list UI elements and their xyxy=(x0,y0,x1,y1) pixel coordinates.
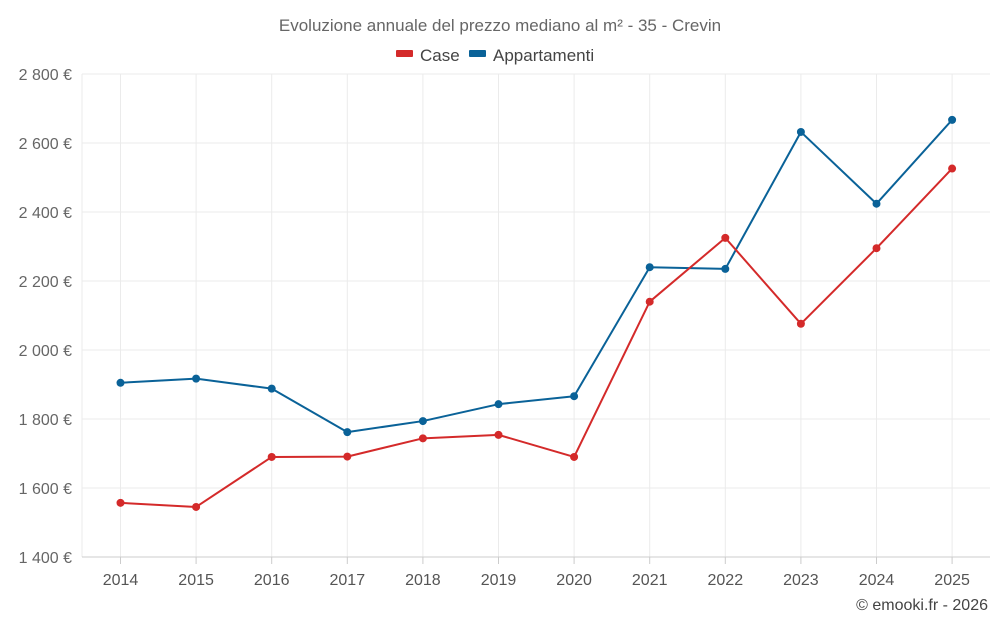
legend-swatch xyxy=(396,50,413,57)
credit-text: © emooki.fr - 2026 xyxy=(856,597,988,614)
x-tick-label: 2020 xyxy=(556,572,592,589)
data-point xyxy=(418,434,427,443)
x-tick-label: 2019 xyxy=(481,572,517,589)
y-tick-label: 2 400 € xyxy=(19,205,72,222)
data-point xyxy=(116,378,125,387)
data-point xyxy=(872,199,881,208)
y-tick-label: 2 200 € xyxy=(19,274,72,291)
legend-swatch xyxy=(469,50,486,57)
data-point xyxy=(645,297,654,306)
x-tick-label: 2015 xyxy=(178,572,214,589)
data-point xyxy=(721,264,730,273)
data-point xyxy=(192,502,201,511)
series-line xyxy=(120,167,953,508)
data-point xyxy=(721,233,730,242)
y-tick-label: 1 400 € xyxy=(19,550,72,567)
y-tick-label: 1 800 € xyxy=(19,412,72,429)
legend-label: Appartamenti xyxy=(493,46,594,65)
x-axis: 2014 2015 2016 2017 2018 2019 2020 2021 2022 2023… xyxy=(82,556,990,589)
series-line xyxy=(120,119,953,434)
data-point xyxy=(267,384,276,393)
gridlines xyxy=(81,73,990,557)
x-tick-label: 2023 xyxy=(783,572,819,589)
chart-title: Evoluzione annuale del prezzo mediano al… xyxy=(279,16,721,35)
legend-item: Case xyxy=(396,46,460,65)
data-point xyxy=(570,392,579,401)
x-tick-label: 2016 xyxy=(254,572,290,589)
y-tick-label: 2 600 € xyxy=(19,136,72,153)
data-point xyxy=(116,498,125,507)
data-point xyxy=(192,374,201,383)
data-point xyxy=(494,430,503,439)
data-point xyxy=(343,452,352,461)
y-tick-label: 1 600 € xyxy=(19,481,72,498)
data-point xyxy=(948,115,957,124)
y-tick-label: 2 000 € xyxy=(19,343,72,360)
data-point xyxy=(796,127,805,136)
data-point xyxy=(570,452,579,461)
legend-label: Case xyxy=(420,46,460,65)
series-appartamenti xyxy=(116,115,957,437)
y-axis: 1 400 € 1 600 € 1 800 € 2 000 € 2 200 € 2 400… xyxy=(19,67,72,567)
data-point xyxy=(267,452,276,461)
legend: Case Appartamenti xyxy=(396,46,594,65)
x-tick-label: 2025 xyxy=(934,572,970,589)
data-point xyxy=(418,417,427,426)
data-point xyxy=(796,319,805,328)
x-tick-label: 2024 xyxy=(859,572,895,589)
y-tick-label: 2 800 € xyxy=(19,67,72,84)
x-tick-label: 2018 xyxy=(405,572,441,589)
x-tick-label: 2021 xyxy=(632,572,668,589)
data-point xyxy=(494,400,503,409)
data-point xyxy=(645,263,654,272)
series-layer xyxy=(116,115,957,511)
x-tick-label: 2017 xyxy=(330,572,366,589)
data-point xyxy=(872,244,881,253)
x-tick-label: 2022 xyxy=(708,572,744,589)
data-point xyxy=(948,164,957,173)
series-case xyxy=(116,164,957,511)
data-point xyxy=(343,428,352,437)
legend-item: Appartamenti xyxy=(469,46,594,65)
x-tick-label: 2014 xyxy=(103,572,139,589)
